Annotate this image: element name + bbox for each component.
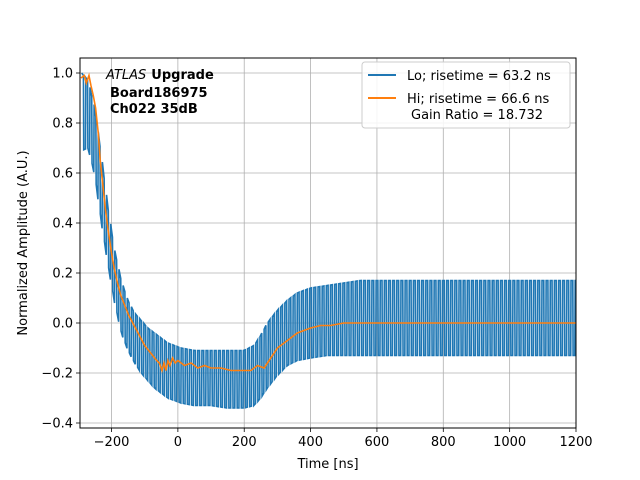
y-axis-label: Normalized Amplitude (A.U.) xyxy=(16,150,31,335)
legend-box xyxy=(361,61,571,129)
experiment-annotation: ATLAS Upgrade Board186975 Ch022 35dB xyxy=(105,68,214,117)
series-hi-line xyxy=(80,72,576,374)
y-tick-label: 0.2 xyxy=(52,267,73,282)
x-tick-label: 1200 xyxy=(559,435,592,450)
plot-frame xyxy=(79,57,577,429)
legend: Lo; risetime = 63.2 ns Hi; risetime = 66… xyxy=(361,61,571,129)
x-tick-label: 600 xyxy=(365,435,390,450)
series-layer xyxy=(80,72,576,409)
legend-label-lo: Lo; risetime = 63.2 ns xyxy=(407,69,551,84)
x-tick-label: 0 xyxy=(174,435,182,450)
legend-label-hi: Hi; risetime = 66.6 ns xyxy=(407,92,549,107)
y-tick-label: 1.0 xyxy=(52,67,73,82)
legend-label-hi-gain: Gain Ratio = 18.732 xyxy=(411,108,543,123)
annotation-atlas: ATLAS xyxy=(105,68,146,83)
annotation-title: ATLAS Upgrade xyxy=(105,68,214,83)
y-tick-label: −0.2 xyxy=(41,367,73,382)
x-tick-label: 800 xyxy=(431,435,456,450)
y-tick-label: 0.8 xyxy=(52,117,73,132)
annotation-channel: Ch022 35dB xyxy=(110,102,198,117)
x-tick-label: 400 xyxy=(298,435,323,450)
x-tick-label: 200 xyxy=(232,435,257,450)
x-tick-label: 1000 xyxy=(493,435,526,450)
x-axis-label: Time [ns] xyxy=(296,457,358,472)
x-tick-label: −200 xyxy=(94,435,130,450)
annotation-board: Board186975 xyxy=(110,86,208,101)
axis-ticks: −200 0 200 400 600 800 1000 1200 −0.4 −0.2 0.0 0.2 0… xyxy=(41,67,592,451)
y-tick-label: −0.4 xyxy=(41,417,73,432)
y-tick-label: 0.6 xyxy=(52,167,73,182)
annotation-upgrade: Upgrade xyxy=(151,68,214,83)
y-tick-label: 0.0 xyxy=(52,317,73,332)
y-tick-label: 0.4 xyxy=(52,217,73,232)
